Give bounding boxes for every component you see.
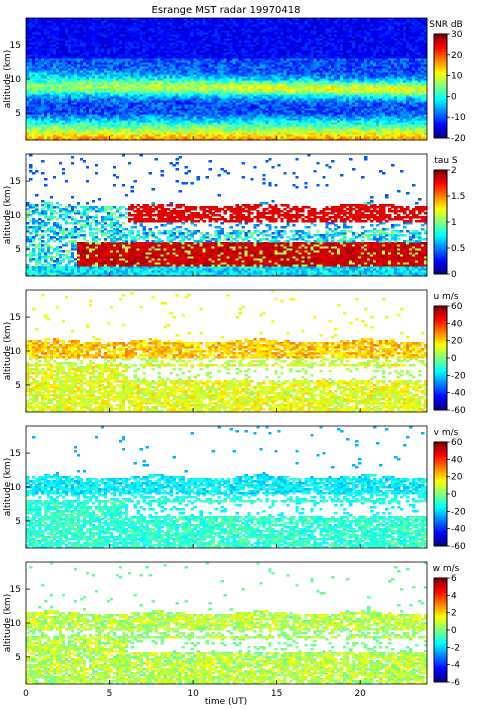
w-colorbar-tick-label: -4 xyxy=(451,661,460,671)
w-ytick-label: 15 xyxy=(10,585,21,595)
w-xtick-label: 10 xyxy=(187,689,199,699)
snr-colorbar-tick-label: -20 xyxy=(451,134,466,144)
u-ytick-label: 5 xyxy=(15,381,21,391)
tau-colorbar-tick-label: 2 xyxy=(451,166,457,176)
v-heatmap xyxy=(26,426,428,549)
snr-colorbar-tick-label: 30 xyxy=(451,30,463,40)
w-xtick-label: 15 xyxy=(271,689,282,699)
v-colorbar-tick-label: 60 xyxy=(451,438,463,448)
v-colorbar-tick-label: 40 xyxy=(451,455,463,465)
tau-colorbar xyxy=(433,169,448,275)
v-colorbar-tick-label: -60 xyxy=(451,542,466,552)
snr-ytick-label: 5 xyxy=(15,109,21,119)
w-colorbar-tick-label: 6 xyxy=(451,574,457,584)
u-colorbar-tick-label: -40 xyxy=(451,389,466,399)
u-heatmap xyxy=(26,290,428,413)
w-y-axis-label: altitude (km) xyxy=(3,594,13,652)
x-axis-label: time (UT) xyxy=(205,697,247,707)
v-colorbar-tick-label: -20 xyxy=(451,507,466,517)
v-ytick-label: 15 xyxy=(10,449,21,459)
w-colorbar-tick-label: -2 xyxy=(451,643,460,653)
w-xtick-label: 20 xyxy=(354,689,366,699)
v-colorbar-tick-label: 20 xyxy=(451,473,463,483)
tau-ytick-label: 10 xyxy=(10,211,22,221)
snr-colorbar-tick-label: -10 xyxy=(451,113,466,123)
w-colorbar xyxy=(433,577,448,683)
w-colorbar-label: w m/s xyxy=(433,564,460,574)
snr-colorbar-tick-label: 20 xyxy=(451,51,463,61)
w-colorbar-tick-label: -6 xyxy=(451,678,460,688)
tau-heatmap xyxy=(26,154,428,277)
tau-y-axis-label: altitude (km) xyxy=(3,186,13,244)
w-ytick-label: 10 xyxy=(10,619,22,629)
u-colorbar-tick-label: 60 xyxy=(451,302,463,312)
u-ytick-label: 15 xyxy=(10,313,21,323)
u-colorbar-tick-label: -60 xyxy=(451,406,466,416)
snr-y-axis-label: altitude (km) xyxy=(3,50,13,108)
u-colorbar-tick-label: 0 xyxy=(451,354,457,364)
figure-title: Esrange MST radar 19970418 xyxy=(152,5,301,16)
v-y-axis-label: altitude (km) xyxy=(3,458,13,516)
w-xtick-label: 5 xyxy=(107,689,113,699)
tau-ytick-label: 5 xyxy=(15,245,21,255)
v-colorbar-tick-label: 0 xyxy=(451,490,457,500)
u-ytick-label: 10 xyxy=(10,347,22,357)
w-colorbar-tick-label: 0 xyxy=(451,626,457,636)
w-ytick-label: 5 xyxy=(15,653,21,663)
tau-ytick-label: 15 xyxy=(10,177,21,187)
w-colorbar-tick-label: 4 xyxy=(451,591,457,601)
snr-heatmap xyxy=(26,18,428,141)
v-colorbar-label: v m/s xyxy=(434,428,459,438)
u-colorbar-tick-label: -20 xyxy=(451,371,466,381)
u-colorbar-label: u m/s xyxy=(433,292,458,302)
w-xtick-label: 0 xyxy=(23,689,29,699)
tau-colorbar-tick-label: 1 xyxy=(451,218,457,228)
snr-ytick-label: 10 xyxy=(10,75,22,85)
v-ytick-label: 10 xyxy=(10,483,22,493)
tau-colorbar-tick-label: 1.5 xyxy=(451,192,465,202)
v-colorbar xyxy=(433,441,448,547)
tau-colorbar-label: tau S xyxy=(434,156,458,166)
tau-colorbar-tick-label: 0.5 xyxy=(451,244,465,254)
snr-colorbar xyxy=(433,33,448,139)
u-colorbar-tick-label: 20 xyxy=(451,337,463,347)
w-colorbar-tick-label: 2 xyxy=(451,609,457,619)
v-ytick-label: 5 xyxy=(15,517,21,527)
snr-ytick-label: 15 xyxy=(10,41,21,51)
u-y-axis-label: altitude (km) xyxy=(3,322,13,380)
u-colorbar-tick-label: 40 xyxy=(451,319,463,329)
w-heatmap xyxy=(26,562,428,685)
snr-colorbar-tick-label: 10 xyxy=(451,72,463,82)
u-colorbar xyxy=(433,305,448,411)
tau-colorbar-tick-label: 0 xyxy=(451,270,457,280)
snr-colorbar-label: SNR dB xyxy=(429,20,462,30)
snr-colorbar-tick-label: 0 xyxy=(451,92,457,102)
v-colorbar-tick-label: -40 xyxy=(451,525,466,535)
